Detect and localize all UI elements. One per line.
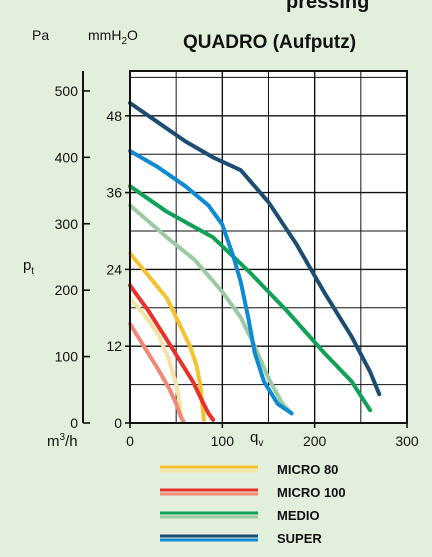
curve-super-alt bbox=[128, 149, 294, 416]
pa-tick-label: 300 bbox=[55, 216, 79, 232]
x-tick-label: 100 bbox=[211, 433, 235, 449]
legend-label-medio: MEDIO bbox=[277, 508, 320, 523]
legend-label-micro-100: MICRO 100 bbox=[277, 485, 346, 500]
curve-micro-80-alt bbox=[128, 296, 184, 422]
pa-tick-label: 0 bbox=[70, 415, 78, 431]
chart-title: QUADRO (Aufputz) bbox=[183, 32, 356, 53]
pa-axis: 0 100 200 300 400 500 bbox=[55, 83, 90, 431]
mmh2o-axis: 0 12 24 36 48 bbox=[106, 108, 130, 431]
pa-tick-label: 200 bbox=[55, 282, 79, 298]
legend-label-micro-80: MICRO 80 bbox=[277, 462, 338, 477]
x-tick-label: 300 bbox=[395, 433, 419, 449]
x-axis: 0 100 200 300 bbox=[126, 423, 419, 449]
x-tick-label: 0 bbox=[126, 433, 134, 449]
legend-label-super: SUPER bbox=[277, 531, 322, 546]
x-unit-label: m3/h bbox=[47, 432, 78, 450]
curve-micro-100-alt bbox=[128, 321, 186, 424]
x-axis-title: qv bbox=[250, 429, 263, 449]
pa-unit-label: Pa bbox=[32, 27, 49, 43]
mmh2o-unit-label: mmH2O bbox=[88, 27, 138, 47]
pa-tick-label: 100 bbox=[55, 349, 79, 365]
curve-medio-alt bbox=[128, 203, 294, 416]
pa-tick-label: 500 bbox=[55, 83, 79, 99]
curve-medio bbox=[128, 184, 373, 413]
mmh2o-tick-label: 12 bbox=[106, 338, 122, 354]
mmh2o-tick-label: 36 bbox=[106, 185, 122, 201]
curve-super bbox=[128, 101, 382, 397]
legend: MICRO 80 MICRO 100 MEDIO SUPER bbox=[160, 462, 346, 546]
cropped-heading-text: pressing bbox=[286, 0, 369, 13]
mmh2o-tick-label: 0 bbox=[114, 415, 122, 431]
series-curves bbox=[128, 101, 382, 424]
pa-tick-label: 400 bbox=[55, 149, 79, 165]
mmh2o-tick-label: 48 bbox=[106, 108, 122, 124]
y-axis-title: pt bbox=[23, 257, 34, 277]
plot-frame bbox=[129, 70, 408, 424]
x-tick-label: 200 bbox=[303, 433, 327, 449]
mmh2o-tick-label: 24 bbox=[106, 261, 122, 277]
curve-micro-100 bbox=[128, 283, 216, 422]
